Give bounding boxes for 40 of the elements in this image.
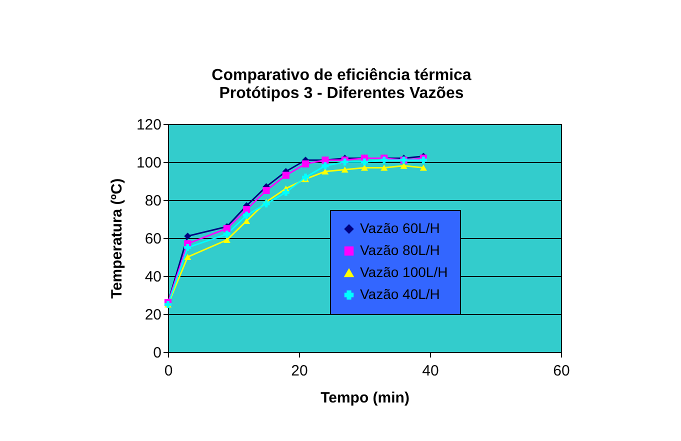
point: [262, 186, 270, 194]
y-tick-label: 0: [153, 344, 162, 362]
text: Comparativo de eficiência térmica: [212, 67, 472, 84]
point: [262, 200, 270, 208]
point: [341, 166, 348, 173]
point: [223, 230, 230, 238]
text: Protótipos 3 - Diferentes Vazões: [219, 85, 464, 102]
x-tick-label: 60: [553, 362, 570, 380]
y-tick-label: 60: [144, 230, 162, 248]
point: [322, 162, 329, 170]
point: [184, 244, 192, 252]
point: [282, 172, 290, 179]
x-tick-label: 20: [291, 362, 308, 380]
y-tick-label: 20: [144, 306, 162, 324]
point: [184, 254, 192, 260]
y-tick-label: 100: [136, 154, 162, 172]
y-tick-label: 120: [136, 116, 162, 134]
legend-label: Vazão 100L/H: [360, 264, 448, 280]
legend-label: Vazão 40L/H: [360, 286, 440, 302]
point: [243, 212, 250, 219]
point: [322, 168, 329, 175]
x-tick-label: 0: [164, 362, 173, 380]
point: [282, 188, 290, 196]
y-tick-label: 40: [144, 268, 162, 286]
point: [184, 232, 192, 240]
point: [380, 164, 388, 171]
point: [360, 164, 368, 171]
point: [302, 160, 310, 168]
point: [243, 218, 250, 224]
y-tick-label: 80: [144, 192, 162, 210]
x-axis-title: Tempo (min): [320, 390, 410, 406]
point: [302, 174, 310, 181]
legend-label: Vazão 80L/H: [360, 242, 440, 258]
point: [360, 158, 368, 166]
point: [223, 236, 230, 243]
legend-label: Vazão 60L/H: [360, 220, 440, 236]
point: [400, 162, 408, 169]
x-tick-label: 40: [422, 362, 439, 380]
point: [420, 164, 427, 171]
y-axis-title: Temperatura (ºC): [108, 178, 126, 299]
